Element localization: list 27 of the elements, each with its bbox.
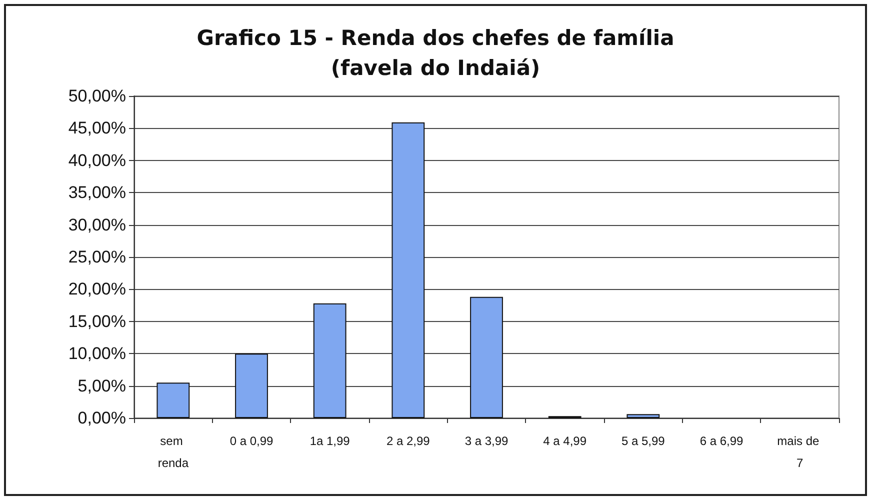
bar: [313, 303, 346, 418]
y-tick-label: 35,00%: [68, 183, 126, 202]
y-tick-label: 50,00%: [68, 86, 126, 106]
y-tick-label: 0,00%: [78, 408, 126, 428]
bar: [470, 296, 503, 418]
y-tick-label: 45,00%: [68, 118, 126, 138]
x-tick-label: 0 a 0,99: [230, 434, 274, 448]
bar: [392, 122, 425, 418]
bar: [626, 414, 660, 418]
x-tick-label: mais de 7: [777, 434, 823, 470]
y-tick-label: 10,00%: [68, 344, 126, 364]
x-tick-label: 6 a 6,99: [700, 434, 744, 448]
y-tick-label: 30,00%: [68, 215, 126, 234]
bar: [156, 382, 190, 418]
x-tick-label: 5 a 5,99: [621, 434, 666, 448]
y-tick-label: 40,00%: [68, 150, 126, 170]
x-tick-label: 1a 1,99: [310, 434, 350, 448]
y-tick-label: 25,00%: [68, 248, 126, 266]
y-tick-label: 20,00%: [68, 280, 126, 299]
chart-title: Grafico 15 - Renda dos chefes de família (favela do Indaiá): [196, 26, 674, 80]
x-tick-label: sem renda: [158, 434, 189, 470]
x-tick-label: 3 a 3,99: [464, 434, 509, 448]
x-tick-label: 2 a 2,99: [386, 434, 430, 448]
bar: [235, 354, 268, 418]
y-tick-label: 15,00%: [68, 312, 126, 331]
y-tick-label: 5,00%: [78, 376, 126, 396]
x-tick-label: 4 a 4,99: [543, 434, 587, 448]
